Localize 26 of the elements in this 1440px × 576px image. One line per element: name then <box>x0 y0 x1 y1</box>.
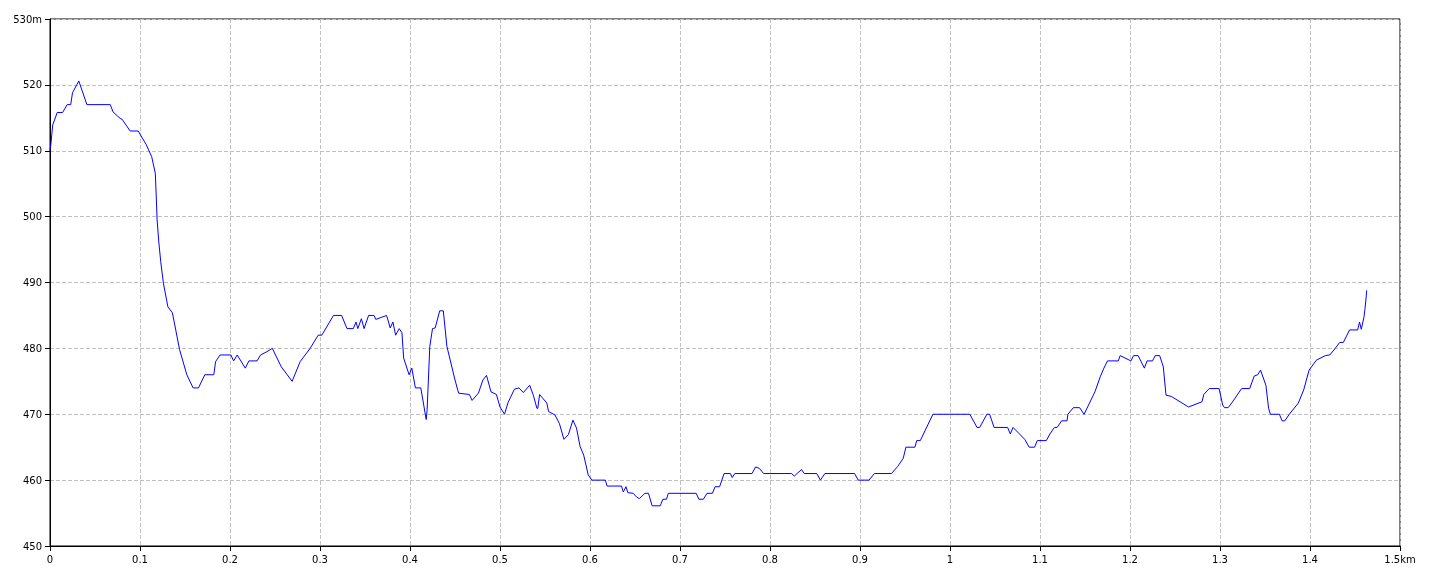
x-tick-label: 0.4 <box>402 553 418 565</box>
y-tick-label: 530m <box>13 13 42 25</box>
y-tick-label: 490 <box>22 277 42 288</box>
x-tick-label: 0.8 <box>762 553 778 565</box>
x-tick-label: 0.7 <box>672 553 688 565</box>
x-tick-label: 0.1 <box>132 553 148 565</box>
y-tick-label: 450 <box>22 540 42 552</box>
x-tick-label: 0.9 <box>852 553 868 565</box>
x-tick-label: 1.1 <box>1032 553 1048 565</box>
y-tick-label: 500 <box>22 211 42 223</box>
y-tick-label: 510 <box>22 145 42 157</box>
x-tick-label: 0.6 <box>582 553 598 565</box>
x-tick-label: 0.2 <box>222 553 238 565</box>
line-series <box>49 80 1368 507</box>
y-tick-label: 520 <box>22 79 42 91</box>
x-tick-label: 1.2 <box>1122 553 1138 565</box>
x-tick-label: 1 <box>946 553 954 565</box>
x-tick-label: 0 <box>46 553 54 565</box>
y-tick-label: 470 <box>22 408 42 420</box>
y-tick-label: 460 <box>22 474 42 486</box>
x-tick-label: 1.4 <box>1302 553 1318 565</box>
x-tick-label: 0.3 <box>312 553 328 565</box>
x-tick-label: 0.5 <box>492 553 508 565</box>
x-tick-label: 1.3 <box>1212 553 1228 565</box>
y-tick-label: 480 <box>22 342 42 354</box>
x-tick-label: 1.5km <box>1384 553 1416 565</box>
